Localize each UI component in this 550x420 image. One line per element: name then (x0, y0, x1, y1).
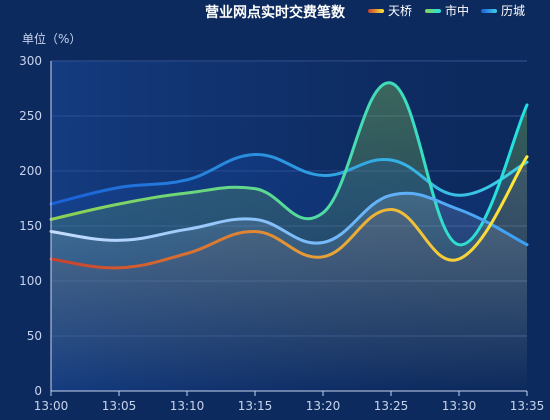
legend-label: 市中 (445, 3, 469, 18)
y-tick-label: 0 (34, 384, 42, 398)
legend-label: 历城 (501, 4, 525, 18)
y-axis-label: 单位（%） (22, 31, 81, 46)
x-tick-label: 13:30 (442, 399, 477, 413)
x-tick-label: 13:00 (34, 399, 69, 413)
y-tick-label: 250 (19, 109, 42, 123)
series-line (49, 152, 529, 206)
legend-swatch (481, 9, 497, 13)
series-areas (51, 61, 527, 391)
legend-label: 天桥 (388, 4, 412, 18)
series-line (49, 155, 529, 270)
series-area (51, 193, 527, 391)
legend-swatch (368, 9, 384, 13)
series-lines (49, 81, 529, 270)
y-tick-label: 300 (19, 54, 42, 68)
axes: 0 50 100 150 200 250 300 13:00 13:05 13:10 13:15 13… (19, 54, 544, 413)
x-tick-label: 13:10 (170, 399, 205, 413)
x-tick-label: 13:20 (306, 399, 341, 413)
x-tick-label: 13:05 (102, 399, 137, 413)
x-tick-label: 13:15 (238, 399, 273, 413)
chart-title: 营业网点实时交费笔数 (205, 4, 346, 21)
series-line (49, 81, 529, 247)
legend: 天桥 市中 历城 (368, 3, 525, 18)
legend-swatch (425, 9, 441, 13)
y-tick-label: 50 (27, 329, 42, 343)
x-tick-label: 13:35 (510, 399, 545, 413)
x-tick-label: 13:25 (374, 399, 409, 413)
y-tick-label: 150 (19, 219, 42, 233)
y-tick-label: 100 (19, 274, 42, 288)
series-line (49, 191, 529, 247)
y-tick-label: 200 (19, 164, 42, 178)
